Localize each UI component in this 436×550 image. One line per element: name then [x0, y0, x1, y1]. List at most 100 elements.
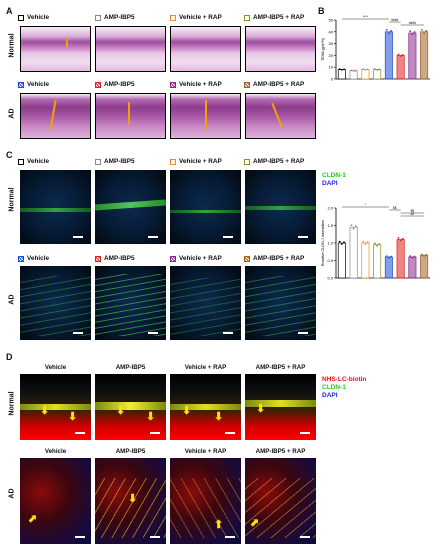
legend-item: AMP-IBP5	[95, 158, 135, 165]
bar	[361, 242, 370, 279]
legend-swatch	[170, 158, 176, 165]
y-tick-label: 1.5	[327, 223, 333, 228]
column-title: Vehicle + RAP	[184, 364, 227, 371]
data-point	[352, 227, 355, 230]
legend-swatch	[244, 81, 250, 88]
data-point	[421, 29, 423, 31]
legend-swatch	[95, 255, 101, 262]
significance-label: ####	[391, 18, 398, 22]
panel-label-b: B	[318, 6, 325, 16]
data-point	[352, 70, 355, 72]
legend-item: AMP-IBP5 + RAP	[244, 14, 304, 21]
confocal-image-normal-vehicle-rap	[170, 374, 241, 440]
if-image-ad-ampibp5	[95, 266, 166, 340]
data-point	[413, 31, 416, 33]
legend-swatch	[18, 81, 24, 88]
panel-label-d: D	[6, 352, 13, 362]
data-point	[390, 255, 392, 258]
legend-swatch	[18, 158, 24, 165]
if-image-normal-ampibp5	[95, 170, 166, 244]
row-label-normal-d: Normal	[8, 391, 16, 416]
data-point	[364, 68, 367, 71]
data-point	[343, 241, 345, 244]
he-image-normal-vehicle-rap	[170, 26, 241, 72]
data-point	[374, 242, 376, 245]
significance-label: *	[365, 203, 367, 207]
legend-item: AMP-IBP5	[95, 14, 135, 21]
arrow-icon: ⬇	[256, 403, 266, 415]
arrow-icon: ⬇	[116, 405, 126, 417]
confocal-image-normal-ampibp5	[95, 374, 166, 440]
data-point	[376, 244, 379, 247]
data-point	[409, 30, 412, 33]
legend-item: Vehicle	[18, 14, 49, 21]
y-axis-label: Relative CLDN-1 intensities	[321, 220, 325, 267]
y-tick-label: 30	[329, 41, 334, 46]
panel-c-stain-legend: CLDN-1 DAPI	[322, 172, 346, 188]
data-point	[399, 55, 402, 58]
data-point	[340, 68, 343, 71]
significance-label: ####	[409, 21, 416, 25]
row-label-ad-a: AD	[8, 108, 16, 119]
legend-swatch	[170, 255, 176, 262]
y-tick-label: 0	[331, 77, 334, 82]
bar	[349, 226, 358, 279]
confocal-image-ad-ampibp5-rap	[245, 458, 316, 544]
data-point	[362, 68, 365, 71]
tewl-chart: 0 10 20 30 40 50 TEWL(g/m²h) **** #### ####	[321, 15, 430, 82]
legend-label: Vehicle + RAP	[179, 81, 222, 88]
row-label-ad-c: AD	[8, 294, 16, 305]
arrow-icon: ⬇	[68, 411, 78, 423]
y-tick-label: 2.0	[327, 206, 333, 211]
y-tick-label: 0.5	[327, 258, 333, 263]
panel-label-c: C	[6, 150, 13, 160]
data-point	[425, 29, 428, 32]
confocal-image-ad-vehicle	[20, 458, 91, 544]
stain-label-dapi: DAPI	[322, 392, 338, 399]
data-point	[413, 255, 416, 258]
data-point	[397, 237, 400, 239]
data-point	[401, 237, 404, 240]
significance-label: $$	[411, 209, 415, 213]
stain-label-dapi: DAPI	[322, 180, 338, 187]
legend-label: AMP-IBP5	[104, 14, 135, 21]
legend-swatch	[95, 14, 101, 21]
he-image-ad-ampibp5-rap	[245, 93, 316, 139]
data-point	[387, 256, 390, 259]
arrow-icon: ⬆	[214, 519, 224, 531]
arrow-icon: ⬈	[250, 517, 260, 529]
thickness-marker	[205, 100, 207, 130]
data-point	[338, 240, 341, 243]
data-point	[338, 68, 341, 71]
thickness-marker	[128, 102, 130, 124]
legend-label: Vehicle + RAP	[179, 255, 222, 262]
stain-label-cldn: CLDN-1	[322, 172, 346, 179]
data-point	[423, 255, 426, 257]
data-point	[425, 253, 428, 256]
legend-item: Vehicle + RAP	[170, 255, 222, 262]
arrow-icon: ⬇	[128, 493, 138, 505]
legend-swatch	[95, 158, 101, 165]
column-title: Vehicle	[44, 364, 67, 371]
legend-swatch	[18, 14, 24, 21]
if-image-normal-vehicle	[20, 170, 91, 244]
bar	[420, 31, 429, 80]
bar	[408, 32, 417, 80]
legend-label: AMP-IBP5	[104, 81, 135, 88]
legend-item: Vehicle	[18, 81, 49, 88]
data-point	[385, 255, 388, 258]
bar	[349, 70, 358, 80]
column-title: Vehicle	[44, 448, 67, 455]
bar	[384, 256, 393, 279]
legend-item: AMP-IBP5 + RAP	[244, 255, 304, 262]
data-point	[343, 68, 345, 71]
arrow-icon: ⬇	[146, 411, 156, 423]
he-image-normal-ampibp5-rap	[245, 26, 316, 72]
arrow-icon: ⬈	[28, 513, 38, 525]
data-point	[376, 68, 379, 71]
legend-item: AMP-IBP5 + RAP	[244, 158, 304, 165]
data-point	[401, 54, 404, 56]
he-image-ad-ampibp5	[95, 93, 166, 139]
column-title: AMP-IBP5 + RAP	[255, 448, 306, 455]
significance-label: $$	[393, 206, 397, 210]
